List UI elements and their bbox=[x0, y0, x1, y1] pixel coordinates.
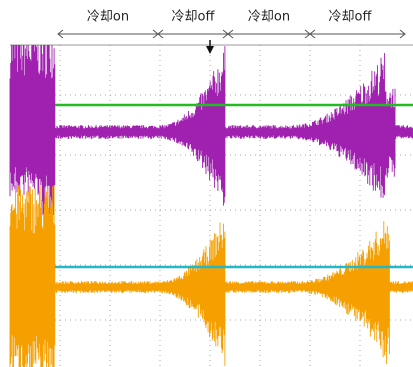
annotation-label: 冷却off bbox=[172, 10, 216, 25]
annotation-label: 冷却off bbox=[329, 10, 373, 25]
annotation-label: 冷却on bbox=[248, 10, 290, 25]
annotation-label: 冷却on bbox=[87, 10, 129, 25]
scope-screenshot: 冷却on 冷却off 冷却on 冷却off bbox=[0, 0, 413, 367]
